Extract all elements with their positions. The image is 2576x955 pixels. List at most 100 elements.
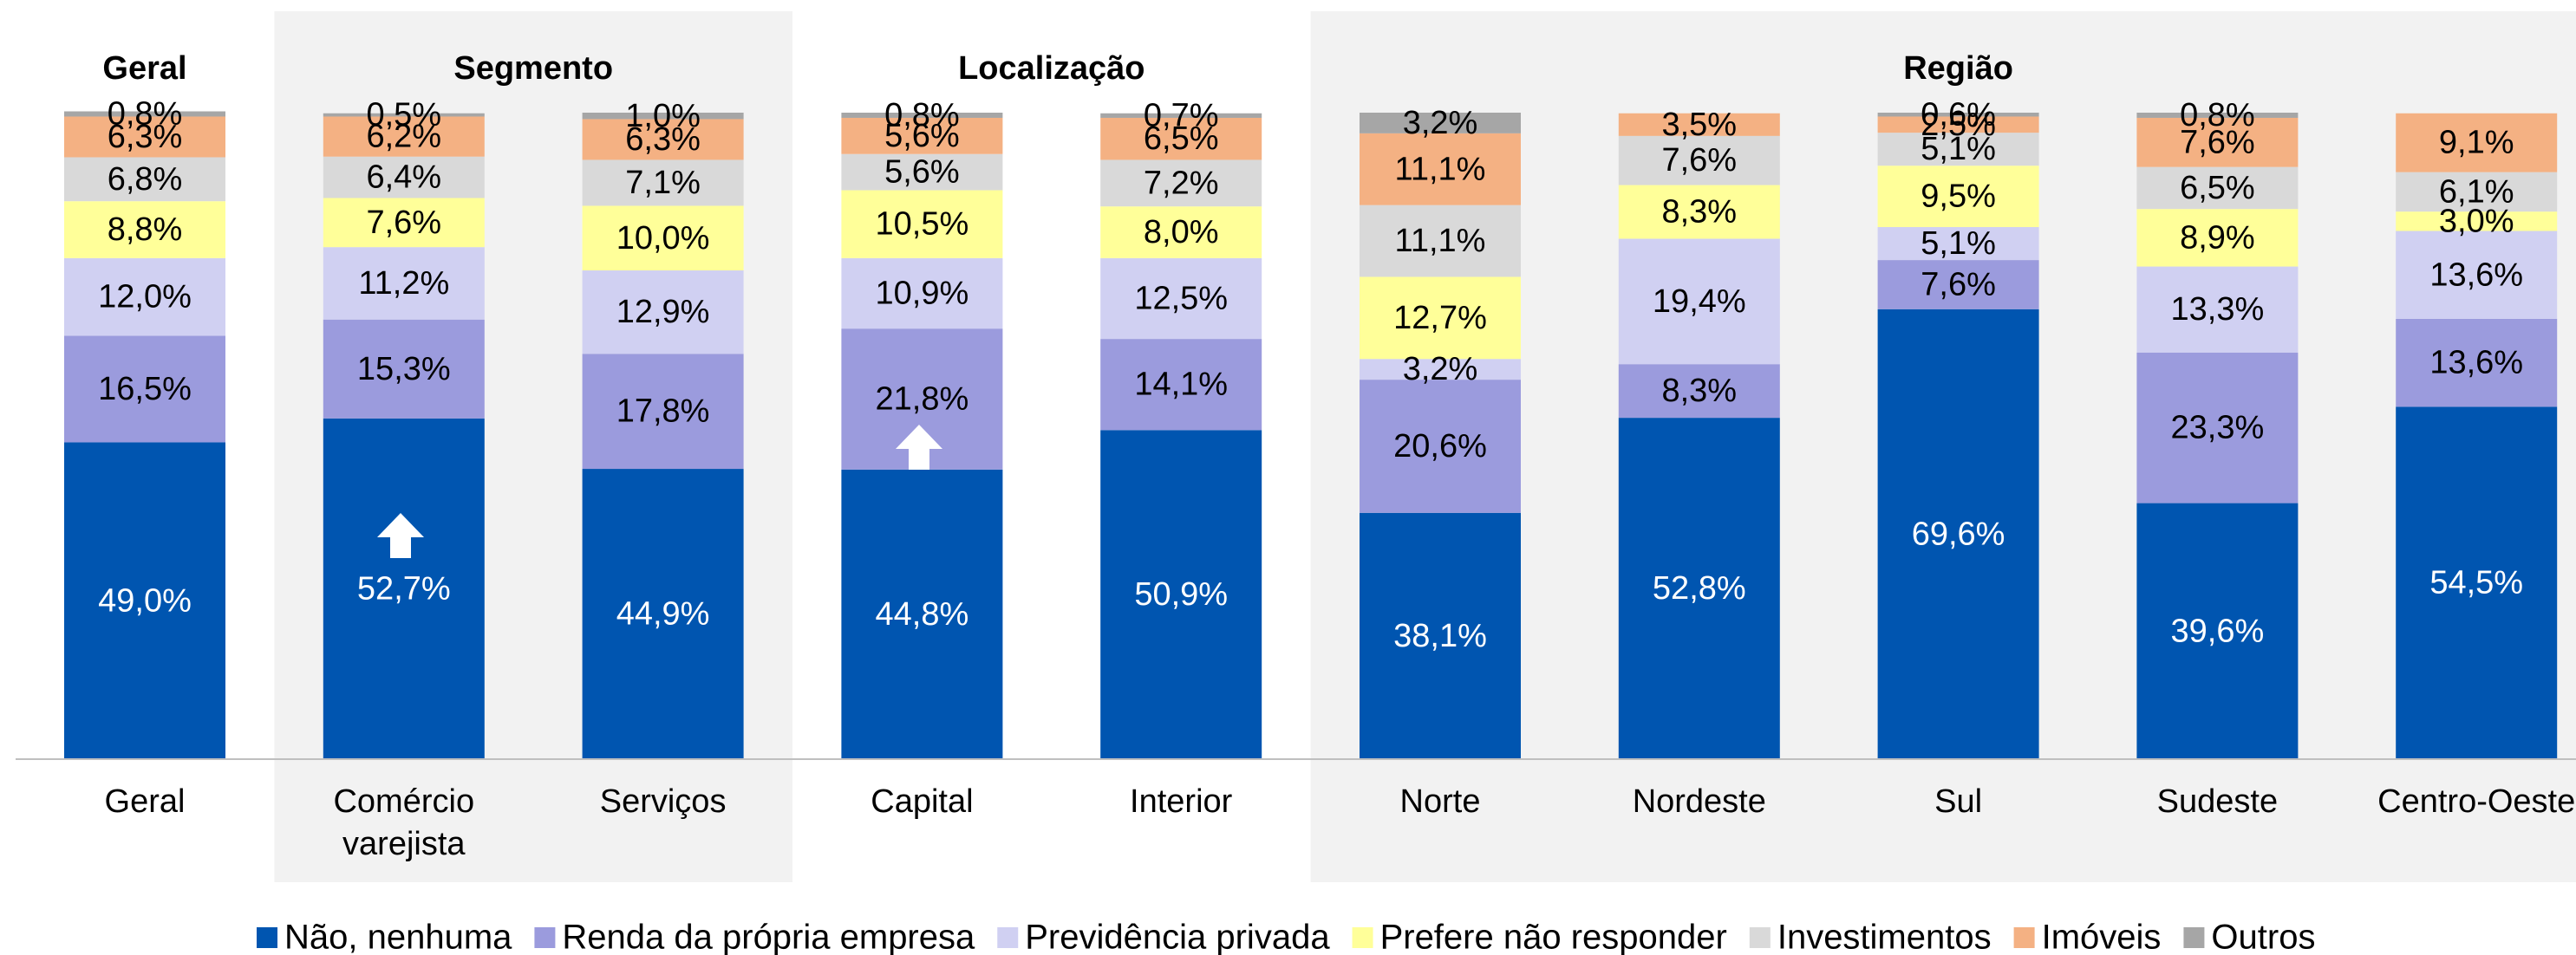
data-label: 23,3% xyxy=(2171,410,2265,446)
x-tick-label: Interior xyxy=(1130,783,1233,820)
bar-segment xyxy=(1877,133,2039,166)
legend-swatch xyxy=(1352,927,1373,948)
data-label: 9,5% xyxy=(1921,179,1996,215)
data-label: 0,5% xyxy=(366,97,441,133)
data-label: 6,8% xyxy=(108,161,183,198)
data-label: 50,9% xyxy=(1134,576,1228,613)
bar-segment xyxy=(1877,309,2039,759)
data-label: 11,1% xyxy=(1395,223,1486,259)
data-label: 6,5% xyxy=(2180,170,2255,206)
legend-label: Renda da própria empresa xyxy=(562,919,975,955)
data-label: 2,5% xyxy=(1921,107,1996,143)
bar-segment xyxy=(323,113,485,117)
legend: Não, nenhuma Renda da própria empresa Prev… xyxy=(257,919,2315,955)
bar-segment xyxy=(1877,260,2039,309)
data-label: 10,5% xyxy=(876,206,969,243)
legend-label: Investimentos xyxy=(1777,919,1992,955)
bar-segment xyxy=(1360,205,1521,277)
data-label: 10,0% xyxy=(616,220,710,257)
data-label: 0,8% xyxy=(2180,97,2255,133)
bar-segment xyxy=(582,469,744,759)
bar-segment xyxy=(2136,117,2299,167)
data-label: 0,6% xyxy=(1921,96,1996,133)
data-label: 0,8% xyxy=(884,97,960,133)
bar-segment xyxy=(1100,430,1262,759)
bar-segment xyxy=(2136,209,2299,267)
data-label: 3,0% xyxy=(2439,203,2514,239)
group-title: Região xyxy=(1903,50,2013,87)
data-label: 14,1% xyxy=(1134,367,1228,403)
data-label: 7,1% xyxy=(625,165,701,201)
bar-segment xyxy=(582,205,744,271)
x-tick-label: Sul xyxy=(1934,783,1982,820)
bar-segment xyxy=(323,156,485,198)
data-label: 7,6% xyxy=(1921,266,1996,302)
bar-segment xyxy=(64,442,225,759)
x-tick-label: Norte xyxy=(1400,783,1481,820)
x-tick-label: Geral xyxy=(105,783,186,820)
bar-segment xyxy=(1360,359,1521,380)
bar-segment xyxy=(64,157,225,202)
x-tick-label: Serviços xyxy=(600,783,727,820)
bar-segment xyxy=(1618,418,1780,759)
data-label: 8,9% xyxy=(2180,219,2255,256)
data-label: 7,6% xyxy=(1661,142,1737,179)
legend-label: Não, nenhuma xyxy=(284,919,512,955)
bar-segment xyxy=(2396,172,2558,212)
legend-swatch xyxy=(1749,927,1771,948)
data-label: 6,4% xyxy=(366,159,441,196)
data-label: 21,8% xyxy=(876,381,969,418)
data-label: 0,7% xyxy=(1144,97,1219,133)
data-label: 13,6% xyxy=(2429,345,2523,381)
data-label: 16,5% xyxy=(98,371,192,407)
bar-segment xyxy=(841,117,1003,154)
bar-segment xyxy=(2136,113,2299,118)
legend-label: Outros xyxy=(2211,919,2315,955)
data-label: 17,8% xyxy=(616,393,710,430)
data-label: 6,2% xyxy=(366,119,441,155)
data-label: 13,3% xyxy=(2171,291,2265,328)
data-label: 69,6% xyxy=(1912,516,2005,552)
bar-segment xyxy=(841,153,1003,191)
legend-label: Imóveis xyxy=(2042,919,2162,955)
data-label: 8,3% xyxy=(1661,194,1737,231)
x-tick-label: Capital xyxy=(871,783,973,820)
x-tick-label: Comércio varejista xyxy=(333,783,474,862)
bar-segment xyxy=(2136,503,2299,759)
data-label: 7,2% xyxy=(1144,165,1219,201)
data-label: 8,8% xyxy=(108,211,183,248)
bar-segment xyxy=(1360,380,1521,513)
bar-segment xyxy=(1100,339,1262,431)
data-label: 6,5% xyxy=(1144,120,1219,157)
data-label: 52,7% xyxy=(357,570,451,607)
data-label: 49,0% xyxy=(98,582,192,619)
bar-segment xyxy=(323,418,485,759)
data-label: 3,5% xyxy=(1661,107,1737,143)
bar-segment xyxy=(582,119,744,160)
bar-segment xyxy=(582,354,744,470)
bar-segment xyxy=(1618,135,1780,185)
bar-segment xyxy=(1100,117,1262,160)
bar-segment xyxy=(64,335,225,443)
legend-label: Prefere não responder xyxy=(1380,919,1727,955)
data-label: 11,1% xyxy=(1395,151,1486,187)
bar-segment xyxy=(323,247,485,320)
bar-segment xyxy=(2396,113,2558,172)
data-label: 5,6% xyxy=(884,154,960,191)
bar-segment xyxy=(2396,231,2558,319)
bar-segment xyxy=(1618,364,1780,419)
significance-arrow xyxy=(896,425,942,470)
data-label: 15,3% xyxy=(357,351,451,387)
data-label: 5,1% xyxy=(1921,131,1996,167)
labels: Geral Segmento Localização Região 49,0% 16,5%… xyxy=(98,50,2575,862)
data-label: 20,6% xyxy=(1393,428,1487,465)
bar-segment xyxy=(64,257,225,336)
arrows xyxy=(377,425,942,558)
bar-segment xyxy=(1360,133,1521,205)
bar-segment xyxy=(1100,113,1262,118)
data-label: 0,8% xyxy=(108,96,183,133)
x-tick-label: Sudeste xyxy=(2157,783,2278,820)
group-title: Segmento xyxy=(453,50,613,87)
bar-segment xyxy=(64,201,225,258)
bar-segment xyxy=(2396,211,2558,231)
